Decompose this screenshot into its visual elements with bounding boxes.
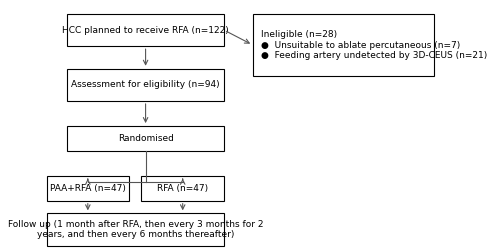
FancyBboxPatch shape — [142, 176, 224, 201]
FancyBboxPatch shape — [46, 176, 129, 201]
FancyBboxPatch shape — [46, 213, 224, 246]
Text: RFA (n=47): RFA (n=47) — [157, 184, 208, 193]
FancyBboxPatch shape — [67, 69, 224, 101]
Text: HCC planned to receive RFA (n=122): HCC planned to receive RFA (n=122) — [62, 25, 229, 35]
FancyBboxPatch shape — [67, 14, 224, 46]
Text: PAA+RFA (n=47): PAA+RFA (n=47) — [50, 184, 126, 193]
Text: Assessment for eligibility (n=94): Assessment for eligibility (n=94) — [72, 80, 220, 89]
Text: Randomised: Randomised — [118, 134, 174, 143]
Text: Follow up (1 month after RFA, then every 3 months for 2
years, and then every 6 : Follow up (1 month after RFA, then every… — [8, 220, 263, 239]
FancyBboxPatch shape — [67, 126, 224, 151]
Text: Ineligible (n=28)
●  Unsuitable to ablate percutaneous (n=7)
●  Feeding artery u: Ineligible (n=28) ● Unsuitable to ablate… — [261, 30, 488, 60]
FancyBboxPatch shape — [253, 14, 434, 76]
